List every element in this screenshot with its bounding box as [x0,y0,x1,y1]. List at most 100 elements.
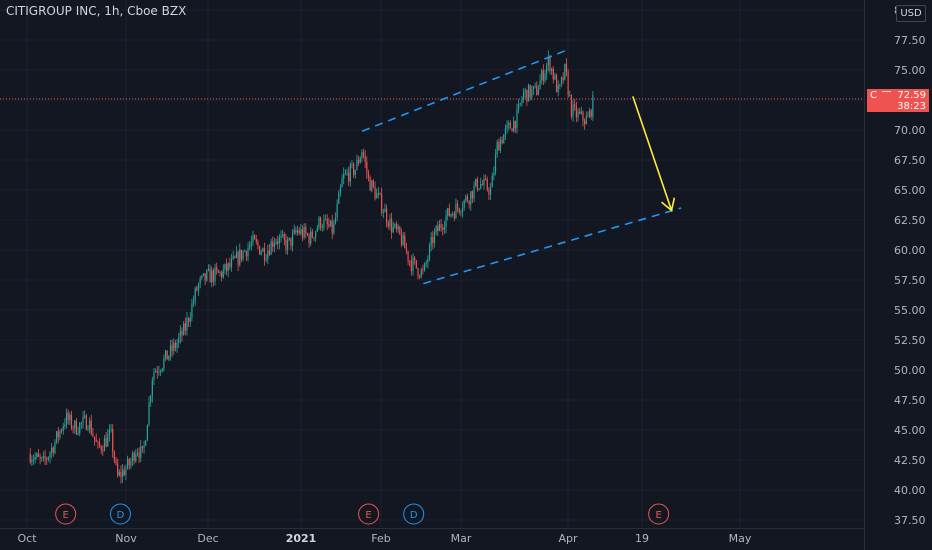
candle [201,274,203,281]
candle-body [275,241,277,244]
candle [230,253,233,272]
candle-body [565,63,568,73]
candle [361,149,363,163]
candle-body [31,460,33,463]
candle [209,264,211,283]
candle [402,231,404,246]
candle-body [552,68,554,80]
candle-body [174,342,177,349]
candle-body [584,120,586,124]
candle [399,225,401,236]
candle [372,179,375,189]
candle [179,325,181,344]
candle-body [255,239,257,242]
candle [290,237,292,250]
candle-body [163,358,165,369]
candle-body [341,178,343,188]
candle-body [197,283,200,291]
candle-body [56,431,58,442]
candle-body [192,301,195,304]
candle [575,101,577,123]
candle [569,90,571,97]
dividend-marker[interactable]: D [109,503,131,525]
candle [521,96,523,107]
candle [539,74,541,90]
candle-body [87,428,89,430]
candle-body [531,89,533,98]
candle-body [386,208,388,223]
earnings-marker[interactable]: E [55,503,77,525]
candle-body [491,175,493,188]
x-tick-label: Apr [558,532,578,545]
candle-body [123,469,125,476]
candle-body [542,70,544,81]
currency-button[interactable]: USD [896,5,926,22]
earnings-marker[interactable]: E [648,503,670,525]
candle [47,456,49,462]
candle [183,321,185,336]
candle [357,155,360,166]
candle-body [262,248,264,252]
candle-body [169,345,172,356]
candle-body [390,218,393,233]
candle [263,242,266,266]
candle-body [574,104,576,107]
candle [300,224,302,236]
candle [115,456,117,466]
candle [34,452,36,464]
candle [216,262,218,275]
candle-body [52,447,54,454]
event-label: D [410,510,418,521]
candle-body [376,193,378,199]
candle-body [402,235,404,245]
candle-body [188,318,190,322]
candle [285,233,287,255]
candle-body [122,469,124,477]
candle-body [567,72,569,96]
candle [420,267,422,279]
projection-arrow[interactable] [632,96,676,212]
channel-lower-line[interactable] [423,207,682,285]
candle [288,237,290,242]
candle [221,270,223,282]
drawings[interactable] [361,50,682,285]
candle-body [522,92,525,100]
earnings-marker[interactable]: E [358,503,380,525]
candle-body [412,257,414,271]
candle [387,220,389,230]
candle-body [534,85,536,87]
candle-body [427,258,429,263]
candle [272,236,274,253]
candle-body [258,246,261,255]
candle-body [209,268,211,283]
candle-body [562,77,564,80]
candle [407,250,409,266]
candle-body [473,185,475,199]
candle-body [326,218,328,225]
candle [503,133,505,144]
dividend-marker[interactable]: D [403,503,425,525]
candle-body [204,273,206,281]
y-tick-label: 37.50 [894,514,926,527]
candle-body [219,272,221,273]
candle-body [450,214,452,217]
candle-body [298,230,300,234]
price-axis[interactable]: 37.50 40.00 42.50 45.00 47.50 50.00 52.50 55.00… [864,0,926,550]
candle-body [97,441,99,443]
candle [351,160,353,169]
candle-body [369,177,371,191]
candle [392,221,394,234]
candle [128,457,130,470]
candle-body [46,458,48,460]
candle-body [285,239,287,250]
candle-body [145,440,147,446]
candle [587,111,589,118]
candle-body [225,263,228,271]
time-axis[interactable]: Oct Nov Dec 2021 Feb Mar Apr 19 May [0,528,864,546]
candle [557,80,559,97]
candle-body [544,73,546,81]
candle [554,72,556,81]
